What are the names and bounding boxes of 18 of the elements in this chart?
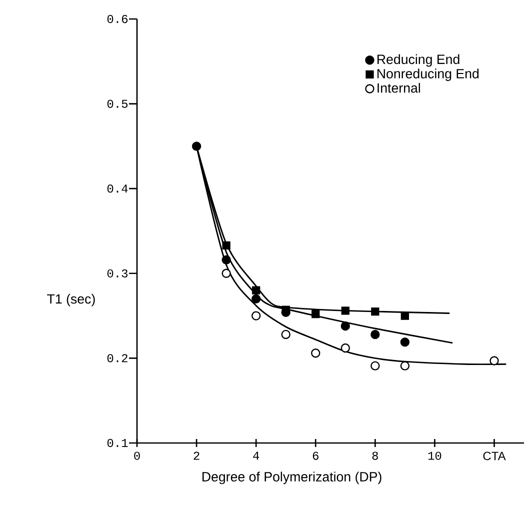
x-tick-label: 8 [372, 452, 378, 460]
y-tick-label: 0.5 [107, 100, 128, 108]
y-tick-label: 0.4 [107, 184, 128, 193]
x-tick-label: 10 [428, 452, 442, 460]
y-tick-label: 0.1 [107, 438, 128, 448]
y-tick-label: 0.2 [107, 354, 128, 362]
x-tick-label: 4 [253, 452, 260, 460]
x-tick-label: 2 [194, 452, 200, 460]
y-tick-label: 0.3 [107, 269, 128, 278]
x-tick-label: 6 [312, 452, 318, 460]
x-tick-label: 0 [134, 452, 140, 460]
legend-label: Internal [378, 82, 420, 93]
y-axis-title: T1 (sec) [47, 294, 95, 306]
x-axis-title: Degree of Polymerization (DP) [202, 472, 382, 484]
y-tick-label: 0.6 [107, 14, 128, 24]
x-tick-label: CTA [483, 452, 506, 460]
legend-label: Reducing End [377, 54, 460, 67]
legend-label: Nonreducing End [377, 68, 479, 82]
